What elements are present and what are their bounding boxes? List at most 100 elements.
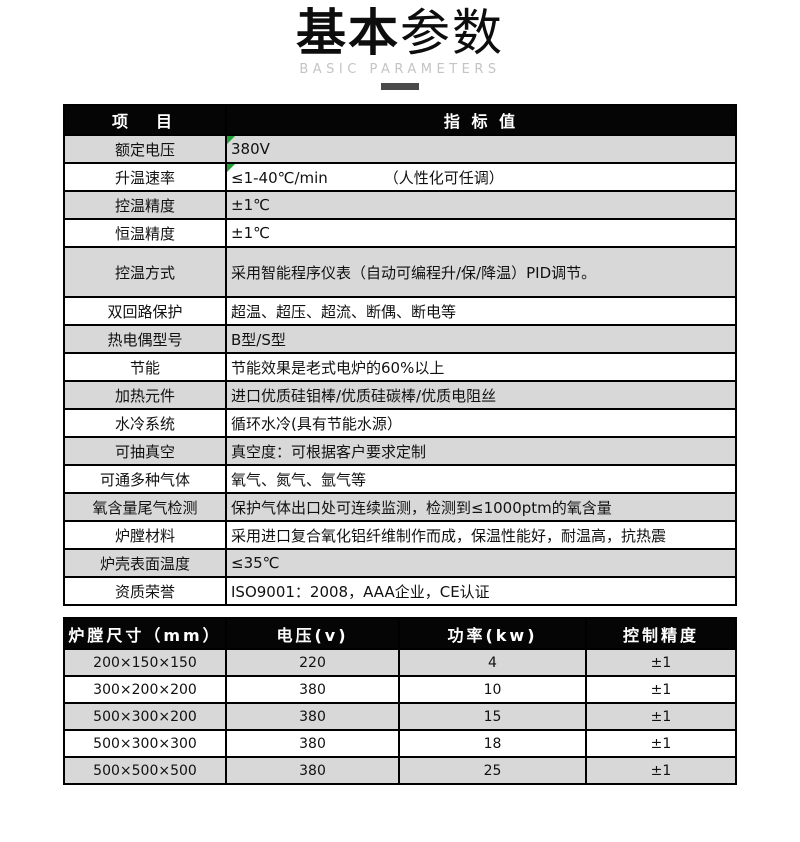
size-header-power: 功率(kw) <box>398 617 587 650</box>
spec-table-header-row: 项 目 指 标 值 <box>63 104 737 136</box>
size-cell-chamber: 500×300×300 <box>63 729 227 758</box>
spec-item-value: ≤1-40℃/min （人性化可任调） <box>225 162 737 192</box>
cell-comment-marker-icon <box>228 165 235 172</box>
spec-table-row: 热电偶型号 B型/S型 <box>63 324 737 354</box>
spec-value-text: 真空度：可根据客户要求定制 <box>231 442 427 461</box>
size-cell-chamber: 500×300×200 <box>63 702 227 731</box>
size-cell-precision: ±1 <box>585 729 737 758</box>
spec-table-row: 双回路保护 超温、超压、超流、断偶、断电等 <box>63 296 737 326</box>
spec-item-value: 采用进口复合氧化铝纤维制作而成，保温性能好，耐温高，抗热震 <box>225 520 737 550</box>
page-title-bold-part: 基本 <box>296 4 400 62</box>
size-table-row: 200×150×150 220 4 ±1 <box>63 648 737 677</box>
title-block: 基本参数 BASIC PARAMETERS <box>0 0 800 90</box>
spec-table-row: 控温精度 ±1℃ <box>63 190 737 220</box>
size-cell-chamber: 500×500×500 <box>63 756 227 785</box>
spec-item-value: ISO9001：2008，AAA企业，CE认证 <box>225 576 737 606</box>
size-cell-power: 18 <box>398 729 587 758</box>
spec-item-label: 可抽真空 <box>63 436 227 466</box>
spec-item-label: 升温速率 <box>63 162 227 192</box>
size-cell-chamber: 300×200×200 <box>63 675 227 704</box>
spec-item-value: 进口优质硅钼棒/优质硅碳棒/优质电阻丝 <box>225 380 737 410</box>
spec-value-text: ISO9001：2008，AAA企业，CE认证 <box>231 582 490 601</box>
spec-value-text: 循环水冷(具有节能水源） <box>231 414 402 433</box>
spec-table-row: 资质荣誉 ISO9001：2008，AAA企业，CE认证 <box>63 576 737 606</box>
spec-value-text: ≤1-40℃/min <box>231 168 328 187</box>
size-table-row: 500×300×300 380 18 ±1 <box>63 729 737 758</box>
spec-value-note: （人性化可任调） <box>383 168 504 187</box>
spec-item-label: 控温方式 <box>63 246 227 298</box>
spec-header-value: 指 标 值 <box>225 104 737 136</box>
size-cell-power: 25 <box>398 756 587 785</box>
size-table-row: 300×200×200 380 10 ±1 <box>63 675 737 704</box>
size-cell-chamber: 200×150×150 <box>63 648 227 677</box>
size-header-precision: 控制精度 <box>585 617 737 650</box>
spec-table-row: 炉膛材料 采用进口复合氧化铝纤维制作而成，保温性能好，耐温高，抗热震 <box>63 520 737 550</box>
page-title: 基本参数 <box>0 5 800 61</box>
spec-table-row: 额定电压 380V <box>63 134 737 164</box>
size-table-row: 500×300×200 380 15 ±1 <box>63 702 737 731</box>
spec-item-label: 资质荣誉 <box>63 576 227 606</box>
spec-item-label: 节能 <box>63 352 227 382</box>
spec-item-value: 循环水冷(具有节能水源） <box>225 408 737 438</box>
size-table: 炉膛尺寸（mm） 电压(v) 功率(kw) 控制精度 200×150×150 22… <box>63 617 737 785</box>
spec-table-row: 可通多种气体 氧气、氮气、氩气等 <box>63 464 737 494</box>
size-cell-power: 10 <box>398 675 587 704</box>
spec-item-value: ±1℃ <box>225 218 737 248</box>
page-title-light-part: 参数 <box>400 4 504 62</box>
spec-value-text: 采用进口复合氧化铝纤维制作而成，保温性能好，耐温高，抗热震 <box>231 526 667 545</box>
size-cell-precision: ±1 <box>585 756 737 785</box>
spec-item-value: 保护气体出口处可连续监测，检测到≤1000ptm的氧含量 <box>225 492 737 522</box>
spec-table-row: 控温方式 采用智能程序仪表（自动可编程升/保/降温）PID调节。 <box>63 246 737 298</box>
size-header-chamber: 炉膛尺寸（mm） <box>63 617 227 650</box>
spec-value-text: 节能效果是老式电炉的60%以上 <box>231 358 445 377</box>
title-underline-bar <box>381 83 419 90</box>
spec-value-text: 氧气、氮气、氩气等 <box>231 470 367 489</box>
spec-table-row: 炉壳表面温度 ≤35℃ <box>63 548 737 578</box>
size-cell-voltage: 380 <box>225 702 400 731</box>
page-subtitle: BASIC PARAMETERS <box>299 62 501 77</box>
spec-item-value: 氧气、氮气、氩气等 <box>225 464 737 494</box>
spec-item-label: 水冷系统 <box>63 408 227 438</box>
spec-table: 项 目 指 标 值 额定电压 380V 升温速率 ≤1-40℃/min （人性化可任调）… <box>63 104 737 606</box>
size-cell-precision: ±1 <box>585 648 737 677</box>
spec-item-label: 加热元件 <box>63 380 227 410</box>
spec-item-label: 可通多种气体 <box>63 464 227 494</box>
spec-value-text: 保护气体出口处可连续监测，检测到≤1000ptm的氧含量 <box>231 498 612 517</box>
size-cell-voltage: 380 <box>225 675 400 704</box>
spec-table-row: 节能 节能效果是老式电炉的60%以上 <box>63 352 737 382</box>
spec-table-row: 加热元件 进口优质硅钼棒/优质硅碳棒/优质电阻丝 <box>63 380 737 410</box>
spec-item-value: ±1℃ <box>225 190 737 220</box>
spec-item-label: 恒温精度 <box>63 218 227 248</box>
spec-item-value: 380V <box>225 134 737 164</box>
spec-item-label: 炉膛材料 <box>63 520 227 550</box>
spec-value-text: 380V <box>231 140 270 158</box>
spec-value-text: 进口优质硅钼棒/优质硅碳棒/优质电阻丝 <box>231 386 497 405</box>
spec-item-value: 节能效果是老式电炉的60%以上 <box>225 352 737 382</box>
spec-value-text: ±1℃ <box>231 224 270 242</box>
spec-item-label: 氧含量尾气检测 <box>63 492 227 522</box>
size-cell-precision: ±1 <box>585 702 737 731</box>
spec-item-label: 炉壳表面温度 <box>63 548 227 578</box>
size-table-row: 500×500×500 380 25 ±1 <box>63 756 737 785</box>
spec-value-text: 超温、超压、超流、断偶、断电等 <box>231 302 457 321</box>
size-table-header-row: 炉膛尺寸（mm） 电压(v) 功率(kw) 控制精度 <box>63 617 737 650</box>
spec-value-text: ≤35℃ <box>231 554 280 572</box>
size-cell-precision: ±1 <box>585 675 737 704</box>
spec-item-label: 控温精度 <box>63 190 227 220</box>
spec-value-text: ±1℃ <box>231 196 270 214</box>
spec-item-value: 真空度：可根据客户要求定制 <box>225 436 737 466</box>
spec-header-item: 项 目 <box>63 104 227 136</box>
spec-item-value: 超温、超压、超流、断偶、断电等 <box>225 296 737 326</box>
size-cell-voltage: 380 <box>225 729 400 758</box>
spec-item-value: B型/S型 <box>225 324 737 354</box>
size-cell-voltage: 380 <box>225 756 400 785</box>
spec-table-row: 可抽真空 真空度：可根据客户要求定制 <box>63 436 737 466</box>
spec-table-row: 氧含量尾气检测 保护气体出口处可连续监测，检测到≤1000ptm的氧含量 <box>63 492 737 522</box>
spec-item-label: 热电偶型号 <box>63 324 227 354</box>
spec-table-row: 升温速率 ≤1-40℃/min （人性化可任调） <box>63 162 737 192</box>
size-cell-power: 15 <box>398 702 587 731</box>
size-cell-power: 4 <box>398 648 587 677</box>
spec-value-text: 采用智能程序仪表（自动可编程升/保/降温）PID调节。 <box>231 263 597 282</box>
spec-item-label: 额定电压 <box>63 134 227 164</box>
